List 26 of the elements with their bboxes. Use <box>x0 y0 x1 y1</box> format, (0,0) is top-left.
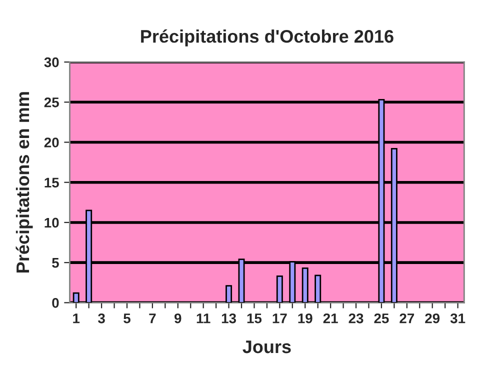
x-tick-label: 31 <box>450 313 466 324</box>
y-tick-label: 0 <box>52 298 59 308</box>
x-tick-label: 25 <box>374 313 389 324</box>
y-tick-label: 15 <box>44 178 59 188</box>
y-tick-label: 30 <box>44 57 59 68</box>
x-tick-label: 3 <box>98 313 105 324</box>
x-tick-label: 13 <box>222 313 236 324</box>
x-tick-label: 29 <box>425 313 440 324</box>
x-tick-label: 11 <box>196 314 210 324</box>
x-tick-label: 1 <box>73 314 80 324</box>
x-tick-label: 7 <box>149 314 156 324</box>
y-tick-label: 10 <box>44 218 59 228</box>
x-tick-label: 17 <box>272 314 287 324</box>
x-tick-label: 21 <box>323 313 338 324</box>
x-tick-label: 15 <box>247 314 262 324</box>
x-tick-label: 5 <box>124 314 130 324</box>
chart-title: Précipitations d'Octobre 2016 <box>141 29 394 46</box>
x-tick-label: 9 <box>174 313 182 324</box>
x-tick-label: 23 <box>348 313 364 324</box>
x-axis-title: Jours <box>242 340 291 354</box>
y-tick-label: 20 <box>44 138 59 148</box>
x-tick-label: 27 <box>400 313 414 324</box>
x-tick-label: 19 <box>298 313 312 324</box>
y-axis-title: Précipitations en mm <box>16 92 33 272</box>
y-tick-label: 25 <box>44 97 59 108</box>
y-tick-label: 5 <box>52 258 59 268</box>
